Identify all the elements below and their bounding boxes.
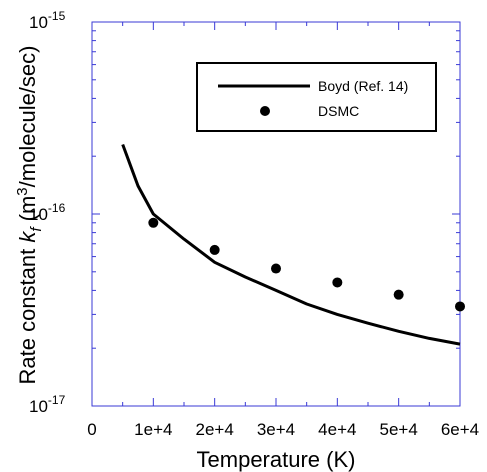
y-tick-label-base: 10 [29, 13, 48, 32]
y-axis-title-prefix: Rate constant [15, 243, 40, 385]
y-axis-title-unit-close: /molecule/sec) [15, 46, 40, 188]
data-point-dsmc [332, 277, 343, 288]
y-tick-label-exponent: -15 [48, 9, 66, 23]
legend-label-dsmc: DSMC [318, 103, 359, 119]
x-axis-title: Temperature (K) [197, 447, 356, 472]
y-tick-label: 10-15 [29, 9, 66, 32]
y-tick-label-base: 10 [29, 397, 48, 416]
major-ticks [91, 21, 461, 407]
legend-label-boyd: Boyd (Ref. 14) [318, 78, 408, 94]
data-point-dsmc [271, 263, 281, 274]
legend-marker-dsmc [260, 106, 270, 116]
y-tick-label: 10-16 [29, 201, 66, 224]
y-tick-label-exponent: -17 [48, 393, 66, 407]
x-tick-label: 2e+4 [196, 420, 234, 439]
data-point-dsmc [455, 301, 465, 312]
y-tick-label-base: 10 [29, 205, 48, 224]
y-tick-label-exponent: -16 [48, 201, 66, 215]
x-tick-labels: 0 1e+4 2e+4 3e+4 4e+4 5e+4 6e+4 [87, 420, 479, 439]
x-tick-label: 6e+4 [441, 420, 479, 439]
legend: Boyd (Ref. 14) DSMC [196, 62, 437, 132]
y-axis-title: Rate constant kf (m3/molecule/sec) [14, 46, 45, 385]
y-axis-title-k: k [15, 231, 40, 243]
x-tick-label: 0 [87, 420, 96, 439]
y-axis-title-sub: f [28, 226, 45, 232]
y-axis-title-sup: 3 [14, 187, 31, 195]
y-axis-title-unit-open: (m [15, 196, 40, 228]
data-point-dsmc [393, 289, 404, 300]
x-tick-label: 3e+4 [257, 420, 295, 439]
minor-ticks [92, 22, 460, 406]
data-point-dsmc [148, 217, 159, 228]
series-layer [121, 143, 465, 346]
data-point-dsmc [209, 244, 220, 255]
y-tick-label: 10-17 [29, 393, 66, 416]
legend-box [196, 62, 437, 132]
series-line-boyd [121, 143, 461, 346]
x-tick-label: 4e+4 [318, 420, 356, 439]
x-tick-label: 5e+4 [380, 420, 418, 439]
x-tick-label: 1e+4 [134, 420, 172, 439]
